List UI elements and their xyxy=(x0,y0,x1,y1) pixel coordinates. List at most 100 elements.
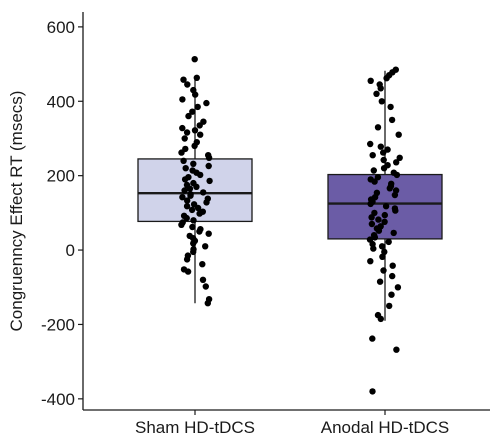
data-point xyxy=(375,227,383,234)
box-body xyxy=(137,158,253,223)
data-point xyxy=(375,216,382,223)
data-point xyxy=(393,171,401,179)
data-point xyxy=(191,127,199,134)
y-tick-label: 400 xyxy=(47,92,75,111)
data-point xyxy=(374,174,382,181)
data-point xyxy=(179,124,186,132)
data-point xyxy=(184,197,191,204)
x-ticks: Sham HD-tDCS Anodal HD-tDCS xyxy=(135,410,449,437)
y-tick-label: -400 xyxy=(41,390,75,409)
data-point xyxy=(185,112,192,120)
data-point xyxy=(391,191,399,199)
data-point xyxy=(190,217,197,224)
data-point xyxy=(383,75,390,82)
y-tick-label: 600 xyxy=(47,18,75,37)
data-point xyxy=(388,291,395,298)
data-point xyxy=(386,185,393,192)
data-point xyxy=(392,207,399,214)
data-point xyxy=(197,171,204,179)
data-point xyxy=(380,156,387,164)
data-point xyxy=(368,214,375,221)
data-point xyxy=(381,211,388,219)
data-point xyxy=(182,165,189,172)
y-tick-label: 200 xyxy=(47,167,75,186)
data-point xyxy=(368,220,376,228)
data-point xyxy=(183,129,191,136)
data-point xyxy=(191,56,198,63)
data-point xyxy=(179,96,186,103)
data-point xyxy=(192,91,199,98)
data-point xyxy=(190,248,197,256)
data-point xyxy=(367,140,374,148)
data-point xyxy=(374,124,382,131)
data-point xyxy=(205,230,212,237)
y-axis: -400 -200 0 200 400 600 xyxy=(41,12,84,410)
data-point xyxy=(181,176,189,183)
y-tick-label: 0 xyxy=(66,241,75,260)
x-axis: Sham HD-tDCS Anodal HD-tDCS xyxy=(83,409,490,437)
data-point xyxy=(204,300,211,307)
data-point xyxy=(206,177,213,185)
data-point xyxy=(184,81,191,88)
data-point xyxy=(377,85,384,92)
data-point xyxy=(394,284,402,291)
data-point xyxy=(376,278,384,285)
data-point xyxy=(189,108,196,115)
data-point xyxy=(197,131,204,138)
data-point xyxy=(377,143,384,150)
data-point xyxy=(179,194,186,201)
data-point xyxy=(183,256,191,263)
data-point xyxy=(395,131,402,138)
data-point xyxy=(371,234,379,241)
data-point xyxy=(178,221,185,228)
data-point xyxy=(205,154,213,161)
data-point xyxy=(178,149,185,156)
data-point xyxy=(181,135,188,142)
data-point xyxy=(385,238,392,246)
data-point xyxy=(180,157,187,164)
data-point xyxy=(203,99,210,107)
data-point xyxy=(187,192,194,199)
data-point xyxy=(183,214,190,222)
data-point xyxy=(193,183,200,190)
y-tick-label: -200 xyxy=(41,315,75,334)
data-point xyxy=(199,261,206,268)
data-point xyxy=(186,185,194,192)
data-point xyxy=(370,167,377,174)
data-point xyxy=(396,154,403,161)
data-point xyxy=(194,204,202,212)
data-point xyxy=(381,248,388,256)
data-point xyxy=(380,165,388,172)
data-point xyxy=(389,262,396,269)
data-point xyxy=(380,149,387,156)
data-point xyxy=(369,335,376,342)
data-point xyxy=(189,223,196,231)
data-point xyxy=(199,276,207,283)
y-ticks: -400 -200 0 200 400 600 xyxy=(41,18,83,409)
data-point xyxy=(183,203,191,210)
data-point xyxy=(193,74,200,82)
y-axis-title: Congruenncy Effect RT (msecs) xyxy=(7,91,26,332)
data-point xyxy=(367,77,374,85)
data-point xyxy=(370,245,377,252)
data-point xyxy=(367,258,374,265)
data-point xyxy=(381,218,388,225)
data-point xyxy=(378,98,385,105)
data-point xyxy=(205,162,212,170)
data-point xyxy=(194,103,201,111)
data-point xyxy=(390,229,397,237)
data-point xyxy=(180,76,187,83)
data-point xyxy=(388,116,396,124)
data-point xyxy=(377,315,384,323)
data-point xyxy=(196,228,203,235)
data-point xyxy=(188,206,196,214)
data-point xyxy=(379,253,386,260)
x-tick-label: Sham HD-tDCS xyxy=(135,418,255,436)
data-point xyxy=(373,90,380,98)
data-point xyxy=(386,302,393,310)
data-point xyxy=(378,243,386,250)
data-point xyxy=(387,103,394,111)
data-point xyxy=(200,189,207,196)
data-point xyxy=(382,203,390,210)
